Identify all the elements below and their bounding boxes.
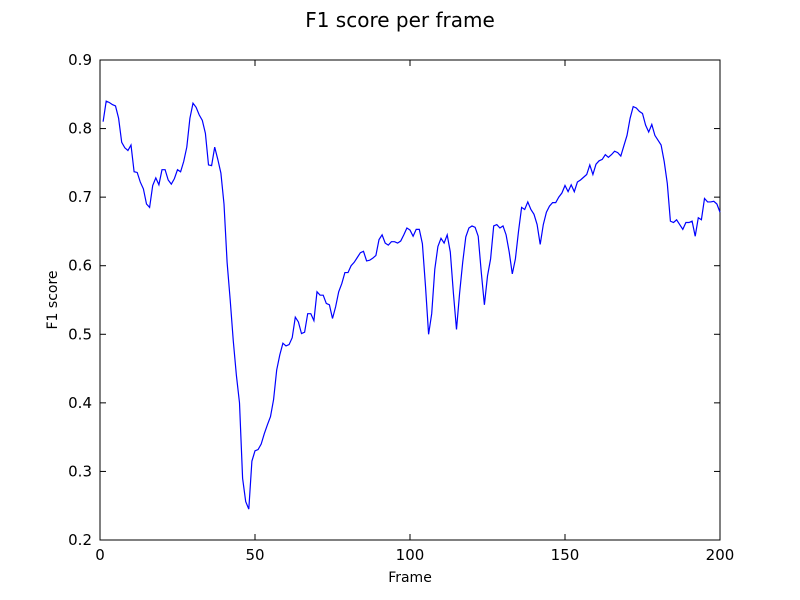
y-tick-label: 0.4 [68,394,92,412]
f1-score-series-line [102,100,721,510]
plot-frame [99,59,721,541]
x-tick-label: 0 [95,546,105,564]
y-tick-label: 0.9 [68,51,92,69]
y-tick-label: 0.5 [68,325,92,343]
y-tick-label: 0.2 [68,531,92,549]
x-tick-label: 150 [551,546,580,564]
y-tick-label: 0.7 [68,188,92,206]
x-tick-label: 50 [245,546,264,564]
y-axis: 0.2 0.3 0.4 0.5 0.6 0.7 0.8 0.9 [68,51,720,549]
x-axis: 0 50 100 150 200 [95,60,734,564]
y-axis-label: F1 score [45,270,61,329]
x-tick-label: 200 [706,546,735,564]
x-axis-label: Frame [388,570,432,586]
plot-area [99,59,721,541]
y-tick-label: 0.6 [68,257,92,275]
y-tick-label: 0.3 [68,462,92,480]
chart-title: F1 score per frame [305,8,495,32]
y-tick-label: 0.8 [68,120,92,138]
x-tick-label: 100 [396,546,425,564]
